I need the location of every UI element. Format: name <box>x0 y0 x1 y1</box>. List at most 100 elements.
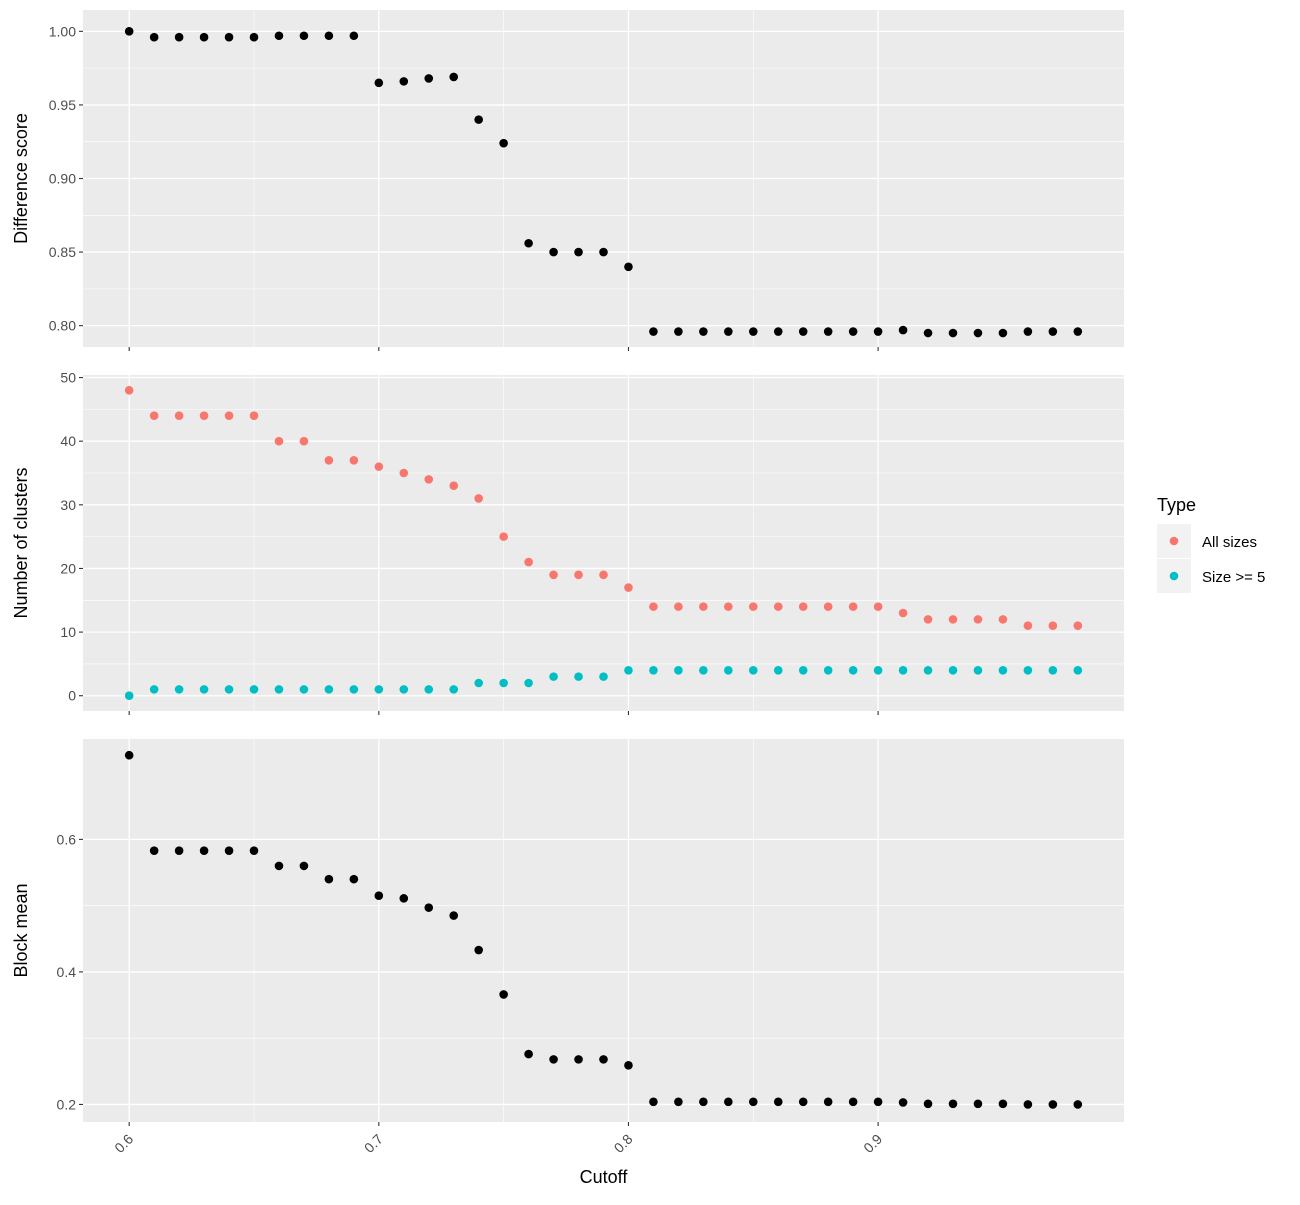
data-point <box>674 1097 683 1107</box>
data-point <box>399 77 409 86</box>
data-point <box>649 602 658 611</box>
data-point <box>898 665 908 675</box>
data-point <box>699 602 708 611</box>
y-tick-label: 0.6 <box>57 831 77 847</box>
data-point <box>1073 665 1083 675</box>
data-point <box>324 31 334 41</box>
data-point <box>923 328 933 338</box>
data-point <box>299 685 309 694</box>
data-point <box>349 455 359 465</box>
data-point <box>524 1049 533 1059</box>
data-point <box>599 672 608 681</box>
data-point <box>524 678 533 688</box>
data-point <box>274 861 284 871</box>
data-point <box>948 328 958 338</box>
data-point <box>1048 327 1058 336</box>
data-point <box>399 685 409 694</box>
data-point <box>424 685 434 694</box>
data-point <box>199 32 209 42</box>
panel-background <box>83 739 1124 1122</box>
data-point <box>124 750 134 760</box>
data-point <box>873 327 883 336</box>
data-point <box>724 327 733 336</box>
y-tick-label: 20 <box>60 560 76 576</box>
data-point <box>124 691 134 701</box>
data-point <box>649 665 658 675</box>
data-point <box>923 665 933 675</box>
data-point <box>524 238 533 248</box>
data-point <box>149 32 159 42</box>
data-point <box>823 665 833 675</box>
data-point <box>1023 327 1033 336</box>
panel-background <box>83 375 1124 711</box>
data-point <box>773 1097 783 1107</box>
data-point <box>998 1099 1008 1109</box>
data-point <box>1048 665 1058 675</box>
data-point <box>174 32 184 42</box>
data-point <box>499 138 508 148</box>
data-point <box>998 328 1008 338</box>
data-point <box>499 532 508 541</box>
data-point <box>149 846 159 855</box>
y-tick-label: 0.2 <box>57 1096 77 1112</box>
data-point <box>624 262 633 272</box>
data-point <box>948 665 958 675</box>
y-tick-label: 0.80 <box>49 318 76 334</box>
data-point <box>823 327 833 336</box>
y-tick-label: 50 <box>60 370 76 386</box>
data-point <box>474 678 483 688</box>
data-point <box>848 602 858 611</box>
data-point <box>174 411 184 421</box>
data-point <box>748 665 758 675</box>
data-point <box>224 846 234 855</box>
data-point <box>898 325 908 335</box>
data-point <box>474 945 483 955</box>
y-tick-label: 1.00 <box>49 23 76 39</box>
data-point <box>973 665 983 675</box>
data-point <box>699 1097 708 1107</box>
data-point <box>798 1097 808 1107</box>
data-point <box>274 685 284 694</box>
data-point <box>199 685 209 694</box>
data-point <box>748 327 758 336</box>
data-point <box>873 602 883 611</box>
data-point <box>848 327 858 336</box>
data-point <box>973 328 983 338</box>
data-point <box>549 1055 558 1064</box>
data-point <box>574 1055 583 1064</box>
data-point <box>299 436 309 446</box>
data-point <box>224 411 234 421</box>
data-point <box>599 570 608 580</box>
data-point <box>299 31 309 41</box>
data-point <box>848 665 858 675</box>
data-point <box>724 602 733 611</box>
data-point <box>599 247 608 257</box>
data-point <box>449 685 459 694</box>
legend-swatch <box>1169 571 1179 581</box>
data-point <box>549 247 558 257</box>
data-point <box>124 27 134 36</box>
data-point <box>798 602 808 611</box>
data-point <box>474 115 483 124</box>
data-point <box>274 31 284 41</box>
data-point <box>748 602 758 611</box>
data-point <box>773 602 783 611</box>
data-point <box>174 846 184 855</box>
data-point <box>649 1097 658 1107</box>
data-point <box>249 685 259 694</box>
data-point <box>574 570 583 580</box>
legend-swatch <box>1169 536 1179 546</box>
data-point <box>149 411 159 421</box>
data-point <box>324 455 334 465</box>
data-point <box>1073 1100 1083 1109</box>
data-point <box>1073 621 1083 631</box>
data-point <box>823 1097 833 1107</box>
y-tick-label: 0.4 <box>57 964 77 980</box>
legend-label: All sizes <box>1202 534 1257 551</box>
data-point <box>449 72 459 82</box>
data-point <box>923 615 933 624</box>
data-point <box>699 665 708 675</box>
y-tick-label: 0.95 <box>49 97 76 113</box>
